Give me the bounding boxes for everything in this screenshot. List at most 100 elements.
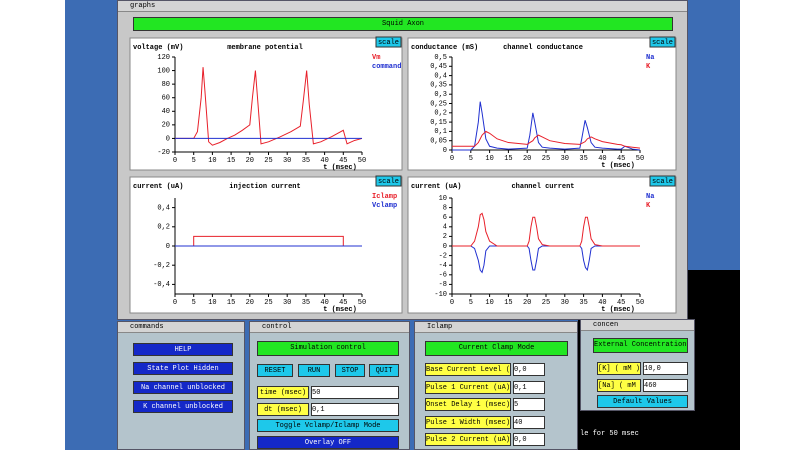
y-tick-label: 120 bbox=[157, 54, 170, 62]
button[interactable]: QUIT bbox=[369, 364, 399, 377]
field-entry[interactable]: 10,0 bbox=[643, 362, 688, 375]
x-tick-label: 0 bbox=[450, 299, 454, 307]
panel bbox=[407, 37, 677, 171]
x-tick-label: 20 bbox=[246, 157, 254, 165]
scale-button-label[interactable]: scale bbox=[378, 39, 399, 47]
button[interactable]: K channel unblocked bbox=[133, 400, 233, 413]
button[interactable]: State Plot Hidden bbox=[133, 362, 233, 375]
x-tick-label: 25 bbox=[542, 299, 550, 307]
y-tick-label: 8 bbox=[443, 204, 447, 212]
y-tick-label: 0,2 bbox=[434, 110, 447, 118]
commands-window: commands HELP State Plot Hidden Na chann… bbox=[117, 321, 245, 450]
y-tick-label: 0,45 bbox=[430, 63, 447, 71]
field-label: Pulse 2 Current (uA) bbox=[425, 433, 511, 446]
scale-button[interactable] bbox=[375, 175, 402, 187]
x-tick-label: 5 bbox=[192, 157, 196, 165]
panel bbox=[129, 176, 403, 314]
button[interactable]: STOP bbox=[335, 364, 365, 377]
y-tick-label: -10 bbox=[434, 291, 447, 299]
field-entry[interactable]: 0,0 bbox=[513, 433, 545, 446]
x-axis-label: t (msec) bbox=[323, 306, 357, 314]
y-axis-label: current (uA) bbox=[411, 183, 461, 191]
x-tick-label: 10 bbox=[208, 157, 216, 165]
y-tick-label: -0,4 bbox=[153, 281, 170, 289]
scale-button-label[interactable]: scale bbox=[652, 178, 673, 186]
chart-title: membrane potential bbox=[227, 44, 303, 52]
field-entry[interactable]: 40 bbox=[513, 415, 545, 429]
x-tick-label: 0 bbox=[173, 157, 177, 165]
y-tick-label: 4 bbox=[443, 224, 447, 232]
legend-entry: command bbox=[372, 63, 401, 71]
button[interactable]: Na channel unblocked bbox=[133, 381, 233, 394]
y-tick-label: 0 bbox=[443, 243, 447, 251]
x-tick-label: 20 bbox=[523, 299, 531, 307]
x-tick-label: 30 bbox=[561, 299, 569, 307]
field-label: [K] ( mM ) bbox=[597, 362, 641, 375]
button[interactable]: Default Values bbox=[597, 395, 688, 408]
x-tick-label: 0 bbox=[450, 155, 454, 163]
title-bar: concen bbox=[581, 320, 694, 331]
field-entry[interactable]: 50 bbox=[311, 386, 399, 399]
header: Current Clamp Mode bbox=[425, 341, 568, 356]
button[interactable]: Toggle Vclamp/Iclamp Mode bbox=[257, 419, 399, 432]
scale-button-label[interactable]: scale bbox=[652, 39, 673, 47]
header: External Concentrations bbox=[593, 338, 688, 353]
field-label: Base Current Level (uA) bbox=[425, 363, 511, 376]
y-axis-label: current (uA) bbox=[133, 183, 183, 191]
y-tick-label: -8 bbox=[439, 281, 447, 289]
y-tick-label: 0 bbox=[166, 135, 170, 143]
x-tick-label: 5 bbox=[469, 155, 473, 163]
y-tick-label: -4 bbox=[439, 262, 447, 270]
button[interactable]: Overlay OFF bbox=[257, 436, 399, 449]
x-tick-label: 50 bbox=[636, 299, 644, 307]
button[interactable]: HELP bbox=[133, 343, 233, 356]
y-tick-label: 0,4 bbox=[157, 204, 170, 212]
title-bar: Iclamp bbox=[415, 322, 577, 333]
scale-button[interactable] bbox=[649, 175, 676, 187]
chart-title: channel current bbox=[511, 183, 574, 191]
field-label: time (msec) bbox=[257, 386, 309, 399]
y-tick-label: -2 bbox=[439, 252, 447, 260]
field-entry[interactable]: 0,1 bbox=[311, 403, 399, 416]
x-tick-label: 15 bbox=[504, 299, 512, 307]
y-tick-label: 0 bbox=[443, 147, 447, 155]
x-tick-label: 15 bbox=[504, 155, 512, 163]
x-tick-label: 45 bbox=[339, 157, 347, 165]
series-line bbox=[452, 212, 640, 247]
series-line bbox=[452, 130, 641, 149]
field-entry[interactable]: 5 bbox=[513, 398, 545, 411]
field-entry[interactable]: 0,0 bbox=[513, 363, 545, 376]
header: Simulation control bbox=[257, 341, 399, 356]
field-entry[interactable]: 460 bbox=[643, 379, 688, 392]
y-tick-label: -6 bbox=[439, 272, 447, 280]
scale-button[interactable] bbox=[649, 36, 676, 48]
button[interactable]: RUN bbox=[298, 364, 330, 377]
x-tick-label: 45 bbox=[617, 155, 625, 163]
y-tick-label: 0,5 bbox=[434, 54, 447, 62]
x-tick-label: 35 bbox=[302, 299, 310, 307]
scale-button-label[interactable]: scale bbox=[378, 178, 399, 186]
x-tick-label: 25 bbox=[264, 299, 272, 307]
y-tick-label: 0 bbox=[166, 243, 170, 251]
scale-button[interactable] bbox=[375, 36, 402, 48]
plots: voltage (mV) membrane potentialscale-2002… bbox=[129, 36, 677, 314]
field-entry[interactable]: 0,1 bbox=[513, 380, 545, 394]
x-tick-label: 40 bbox=[320, 157, 328, 165]
y-tick-label: 0,3 bbox=[434, 91, 447, 99]
y-tick-label: 0,05 bbox=[430, 138, 447, 146]
x-axis-label: t (msec) bbox=[601, 306, 635, 314]
y-tick-label: 20 bbox=[162, 122, 170, 130]
concen-window: concen External Concentrations [K] ( mM … bbox=[580, 319, 695, 411]
x-tick-label: 40 bbox=[598, 155, 606, 163]
x-tick-label: 35 bbox=[302, 157, 310, 165]
chart-title: channel conductance bbox=[503, 44, 583, 52]
x-tick-label: 5 bbox=[469, 299, 473, 307]
terminal-text: le for 50 msec bbox=[580, 430, 639, 438]
x-tick-label: 20 bbox=[246, 299, 254, 307]
y-axis-label: conductance (mS) bbox=[411, 44, 478, 52]
legend-entry: K bbox=[646, 202, 651, 210]
button[interactable]: RESET bbox=[257, 364, 293, 377]
y-tick-label: 0,4 bbox=[434, 72, 447, 80]
legend-entry: Vm bbox=[372, 54, 380, 62]
legend-entry: Na bbox=[646, 54, 655, 62]
